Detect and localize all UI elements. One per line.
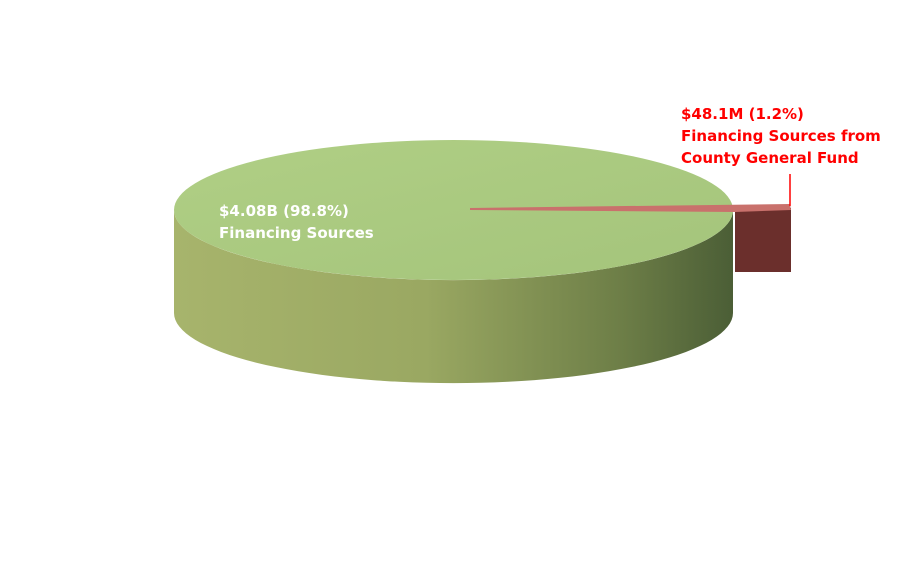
slice-small-top (470, 204, 791, 212)
slice-main-top (174, 140, 733, 280)
main-value-label: $4.08B (98.8%) (219, 202, 349, 220)
small-value-label: $48.1M (1.2%) (681, 105, 804, 123)
data-label-county-general-fund: $48.1M (1.2%) Financing Sources from Cou… (681, 103, 881, 169)
slice-small-side (735, 208, 791, 272)
small-name-label-2: County General Fund (681, 149, 859, 167)
slice-main-side (174, 210, 733, 384)
small-name-label-1: Financing Sources from (681, 127, 881, 145)
data-label-financing-sources: $4.08B (98.8%) Financing Sources (219, 200, 374, 244)
main-name-label: Financing Sources (219, 224, 374, 242)
